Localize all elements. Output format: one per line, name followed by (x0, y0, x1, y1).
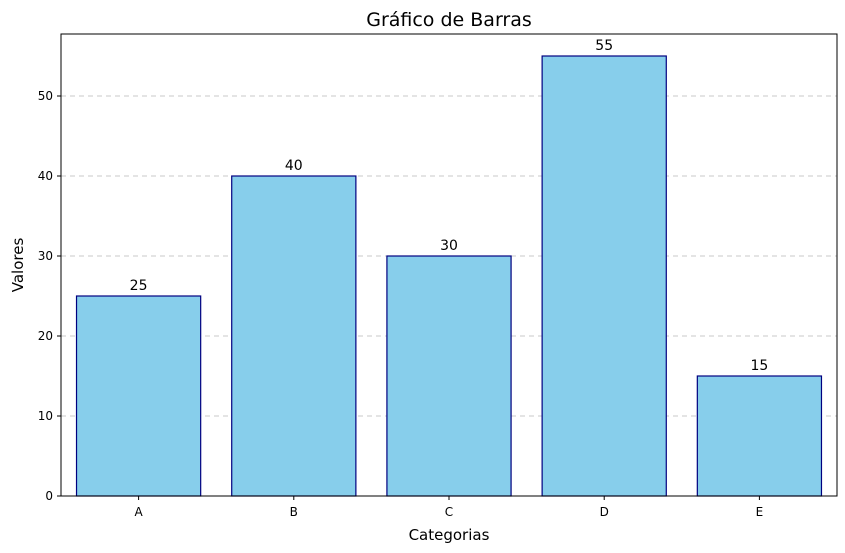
data-label-c: 30 (440, 238, 458, 254)
x-tick-label: B (290, 505, 298, 519)
data-label-b: 40 (285, 158, 303, 174)
x-tick-label: D (600, 505, 609, 519)
y-axis-label: Valores (9, 238, 27, 293)
data-label-a: 25 (130, 278, 148, 294)
x-tick-label: E (756, 505, 764, 519)
y-tick-label: 20 (38, 329, 53, 343)
x-tick-label: C (445, 505, 453, 519)
chart-title: Gráfico de Barras (366, 9, 532, 31)
bar-b (231, 175, 357, 497)
bar-d (541, 55, 667, 497)
x-axis-ticks: A B C D E (134, 496, 763, 519)
y-tick-label: 40 (38, 169, 53, 183)
y-tick-label: 50 (38, 89, 53, 103)
y-tick-label: 0 (45, 489, 53, 503)
bar-e (696, 375, 823, 497)
data-label-d: 55 (595, 38, 613, 54)
bars (75, 55, 823, 497)
bar-c (386, 255, 512, 497)
x-axis-label: Categorias (409, 526, 490, 544)
data-label-e: 15 (750, 358, 768, 374)
y-tick-label: 30 (38, 249, 53, 263)
y-tick-label: 10 (38, 409, 53, 423)
bar-a (75, 295, 202, 497)
x-tick-label: A (134, 505, 143, 519)
data-labels: 25 40 30 55 15 (130, 38, 769, 374)
y-axis-ticks: 0 10 20 30 40 50 (38, 89, 61, 503)
